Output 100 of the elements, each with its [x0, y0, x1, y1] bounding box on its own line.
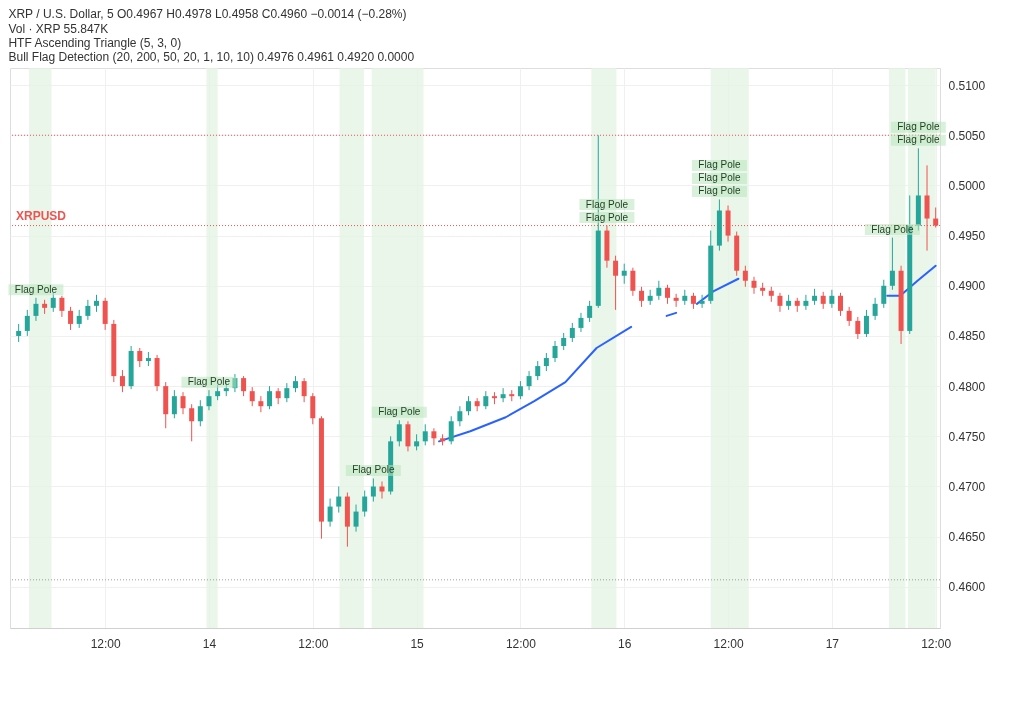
ref-line-label: XRPUSD [16, 208, 67, 223]
candlestick [189, 403, 195, 442]
annotation: Flag Pole [871, 223, 914, 235]
candlestick [855, 316, 861, 340]
candlestick [33, 297, 39, 322]
candlestick [552, 340, 558, 363]
candlestick [336, 485, 342, 514]
candlestick [483, 390, 489, 410]
annotation: Flag Pole [897, 121, 940, 133]
candlestick [353, 504, 359, 533]
annotation: Flag Pole [897, 134, 940, 146]
candlestick [863, 309, 869, 338]
candlestick [258, 395, 264, 413]
candlestick [751, 276, 757, 295]
y-tick-label: 0.5050 [948, 128, 986, 143]
candlestick [379, 480, 385, 500]
candlestick [310, 392, 316, 425]
chart-title: XRP / U.S. Dollar, 5 O0.4967 H0.4978 L0.4958 C0.4960 −0.0014 (−0.28%) [8, 7, 407, 21]
candlestick [119, 369, 125, 393]
x-tick-label: 12:00 [921, 636, 952, 651]
candlestick [872, 297, 878, 321]
candlestick [466, 395, 472, 416]
y-tick-label: 0.4750 [948, 429, 986, 444]
y-tick-label: 0.4650 [948, 530, 986, 545]
candlestick [448, 415, 454, 445]
candlestick [241, 375, 247, 397]
candlestick [526, 370, 532, 391]
candlestick [396, 419, 402, 447]
candlestick [457, 405, 463, 427]
candlestick [621, 263, 627, 285]
candlestick [673, 293, 679, 308]
candlestick [249, 386, 255, 407]
candlestick [742, 265, 748, 288]
y-tick-label: 0.4950 [948, 229, 986, 244]
candlestick [569, 322, 575, 343]
x-tick-label: 14 [202, 636, 217, 651]
candlestick [102, 297, 108, 331]
candlestick [829, 289, 835, 309]
x-tick-label: 16 [618, 636, 632, 651]
candlestick [535, 360, 541, 381]
y-tick-label: 0.4800 [948, 379, 986, 394]
candlestick [362, 490, 368, 518]
annotation: Flag Pole [585, 198, 629, 210]
annotation: Flag Pole [14, 283, 58, 295]
candlestick [500, 387, 506, 403]
candlestick [197, 399, 203, 427]
text: HTF Ascending Triangle (5, 3, 0) [8, 36, 182, 50]
text: Vol · XRP 55.847K [8, 22, 109, 36]
candlestick [656, 280, 662, 301]
candlestick [59, 295, 65, 318]
candlestick [630, 267, 636, 297]
y-tick-label: 0.5100 [948, 78, 986, 93]
candlestick [50, 292, 56, 313]
y-tick-label: 0.4850 [948, 329, 986, 344]
x-tick-label: 12:00 [713, 636, 744, 651]
candlestick [171, 389, 177, 419]
annotation: Flag Pole [698, 172, 741, 184]
candlestick [777, 292, 783, 313]
text: Bull Flag Detection (20, 200, 50, 20, 1, 10, 10) 0.4976 0.4961 0.4920 0.0000 [8, 50, 415, 64]
candlestick [327, 498, 333, 528]
annotation: Flag Pole [187, 376, 231, 388]
x-tick-label: 12:00 [90, 636, 121, 651]
candlestick [578, 312, 584, 333]
candlestick [85, 299, 91, 321]
candlestick [517, 380, 523, 400]
y-tick-label: 0.5000 [948, 178, 986, 193]
candlestick [543, 352, 549, 372]
annotation: Flag Pole [698, 185, 741, 197]
x-tick-label: 12:00 [298, 636, 329, 651]
candlestick [846, 306, 852, 327]
candlestick [267, 385, 273, 410]
candlestick [664, 284, 670, 305]
x-tick-label: 17 [825, 636, 840, 651]
candlestick [838, 292, 844, 317]
annotation: Flag Pole [698, 159, 741, 171]
candlestick [405, 420, 411, 452]
candlestick [76, 309, 82, 329]
candlestick [68, 306, 74, 331]
annotation: Flag Pole [585, 211, 629, 223]
candlestick [16, 323, 22, 343]
candlestick [301, 377, 307, 403]
annotation: Flag Pole [352, 464, 395, 476]
y-tick-label: 0.4700 [948, 479, 986, 494]
x-tick-label: 12:00 [505, 636, 537, 651]
candlestick [137, 347, 143, 368]
candlestick [699, 294, 705, 309]
candlestick [881, 279, 887, 309]
candlestick [613, 255, 619, 311]
candlestick [206, 389, 212, 411]
candlestick [422, 423, 428, 446]
candlestick [180, 391, 186, 415]
candlestick [431, 427, 437, 446]
candlestick [232, 373, 238, 393]
candlestick [889, 237, 895, 291]
candlestick [370, 477, 376, 503]
candlestick [587, 300, 593, 323]
annotation: Flag Pole [378, 406, 421, 418]
y-tick-label: 0.4900 [948, 279, 986, 294]
x-tick-label: 15 [410, 636, 425, 651]
candlestick [284, 382, 290, 403]
